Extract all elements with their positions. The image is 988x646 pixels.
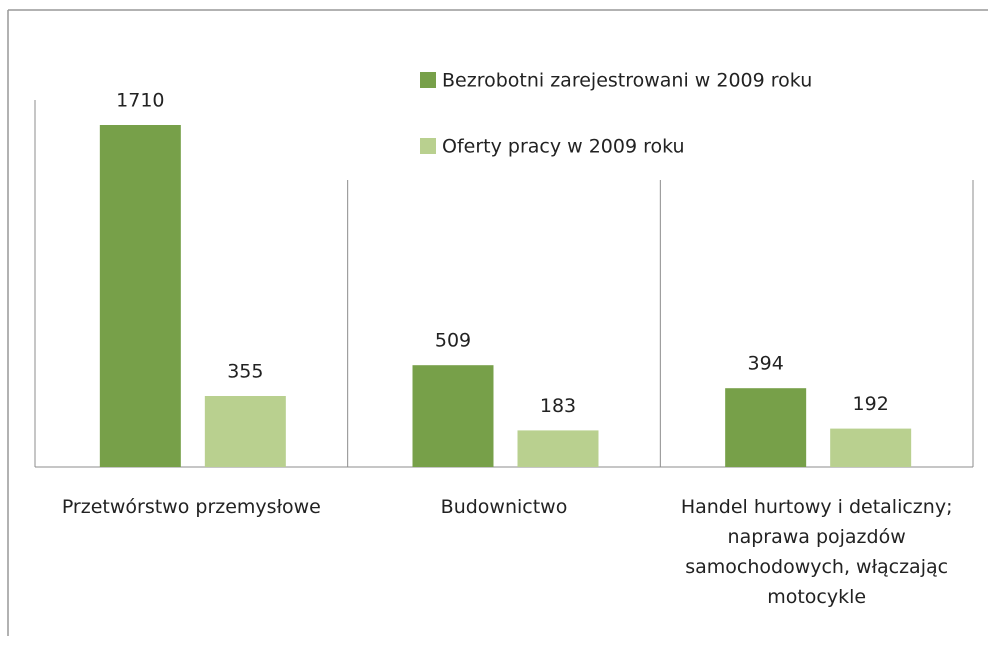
data-label: 183 xyxy=(540,395,576,417)
bar xyxy=(830,428,912,467)
bar xyxy=(412,365,494,467)
data-label: 192 xyxy=(853,393,889,415)
data-label: 394 xyxy=(748,353,784,375)
legend-label: Bezrobotni zarejestrowani w 2009 roku xyxy=(442,70,812,92)
data-label: 509 xyxy=(435,330,471,352)
legend-swatch xyxy=(420,138,436,154)
bar xyxy=(99,125,181,467)
legend-swatch xyxy=(420,72,436,88)
x-tick-label: Handel hurtowy i detaliczny; naprawa poj… xyxy=(680,496,953,608)
bar xyxy=(517,430,599,467)
bar xyxy=(204,396,286,467)
legend-label: Oferty pracy w 2009 roku xyxy=(442,136,685,158)
x-tick-label: Budownictwo xyxy=(440,496,568,518)
data-label: 355 xyxy=(227,361,263,383)
x-tick-label: Przetwórstwo przemysłowe xyxy=(61,496,321,518)
data-label: 1710 xyxy=(116,90,164,112)
bar xyxy=(725,388,807,467)
